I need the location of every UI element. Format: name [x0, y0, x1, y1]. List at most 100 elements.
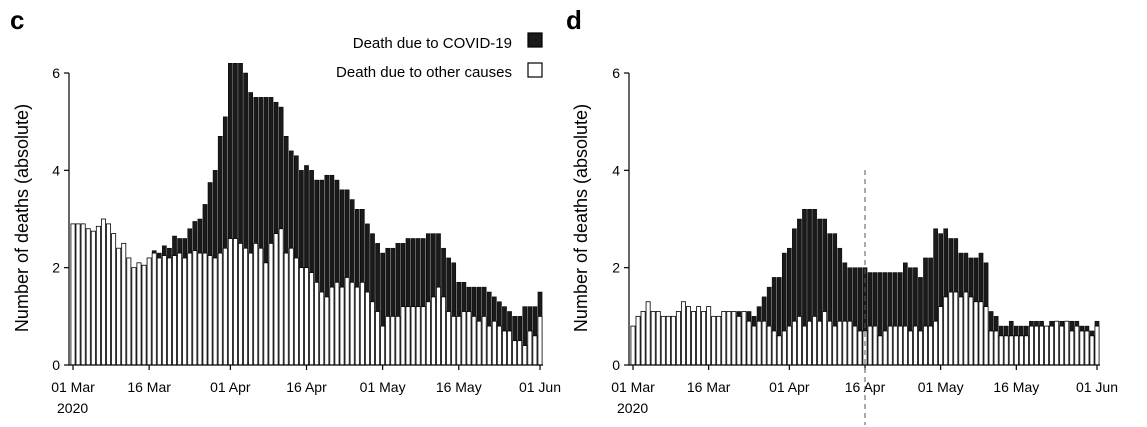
- bar-other-causes: [988, 330, 994, 366]
- bar-covid: [375, 243, 380, 312]
- bar-covid: [1059, 320, 1065, 327]
- bar-covid: [517, 316, 523, 341]
- bar-covid: [243, 72, 248, 249]
- bar-covid: [1079, 325, 1085, 332]
- bar-covid: [897, 272, 903, 327]
- bar-covid: [360, 209, 365, 283]
- bar-other-causes: [481, 315, 487, 366]
- x-tick-label: 16 Mar: [687, 379, 731, 395]
- bar-covid: [887, 272, 893, 327]
- bar-covid: [507, 311, 512, 332]
- bar-other-causes: [928, 325, 934, 366]
- bar-covid: [771, 277, 777, 332]
- bar-other-causes: [512, 340, 518, 366]
- bar-covid: [212, 170, 218, 259]
- bar-other-causes: [527, 330, 533, 366]
- y-axis-label-c: Number of deaths (absolute): [12, 104, 32, 332]
- bar-other-causes: [314, 281, 320, 366]
- bar-other-causes: [324, 296, 330, 366]
- bar-other-causes: [187, 252, 193, 366]
- bar-other-causes: [771, 330, 777, 366]
- bar-other-causes: [872, 325, 878, 366]
- bar-covid: [502, 306, 507, 332]
- bar-covid: [182, 238, 187, 259]
- bar-covid: [1008, 320, 1014, 337]
- x-tick-label: 01 May: [918, 379, 964, 395]
- bar-other-causes: [217, 252, 223, 366]
- bar-covid: [837, 247, 843, 322]
- bar-covid: [441, 247, 446, 298]
- bar-other-causes: [630, 325, 636, 366]
- bar-covid: [491, 296, 497, 322]
- bar-covid: [354, 209, 360, 288]
- bar-other-causes: [202, 252, 208, 366]
- bar-other-causes: [344, 276, 350, 366]
- bar-other-causes: [756, 320, 762, 366]
- bar-covid: [319, 179, 325, 293]
- panel-letter-d: d: [566, 5, 582, 35]
- bar-covid: [334, 179, 340, 283]
- bar-covid: [973, 257, 979, 302]
- bar-other-causes: [197, 252, 203, 366]
- bar-covid: [258, 97, 264, 249]
- y-tick-label: 0: [52, 357, 60, 373]
- x-tick-label: 16 Apr: [286, 379, 327, 395]
- bar-other-causes: [430, 296, 436, 366]
- bar-covid: [349, 199, 355, 283]
- bar-covid: [385, 247, 391, 317]
- bar-covid: [390, 247, 396, 317]
- bar-other-causes: [192, 250, 198, 366]
- bar-covid: [253, 97, 259, 244]
- bar-other-causes: [837, 320, 843, 366]
- y-tick-label: 6: [52, 65, 60, 81]
- bar-covid: [304, 165, 309, 268]
- bar-covid: [928, 257, 933, 327]
- bar-covid: [522, 306, 528, 346]
- bar-covid: [751, 316, 757, 327]
- bar-other-causes: [665, 315, 671, 366]
- bar-other-causes: [958, 296, 964, 366]
- bar-covid: [847, 267, 853, 322]
- x-year-label: 2020: [617, 400, 648, 416]
- bar-other-causes: [466, 311, 472, 366]
- bar-other-causes: [258, 247, 264, 366]
- bar-other-causes: [686, 306, 691, 366]
- bar-other-causes: [435, 286, 441, 366]
- x-tick-label: 16 May: [436, 379, 482, 395]
- bar-covid: [314, 179, 319, 283]
- bar-other-causes: [933, 320, 939, 366]
- bar-covid: [339, 189, 345, 288]
- bar-covid: [882, 272, 888, 332]
- bar-covid: [263, 97, 269, 264]
- bar-other-causes: [400, 306, 406, 366]
- bar-other-causes: [781, 330, 787, 366]
- bar-other-causes: [1064, 320, 1070, 366]
- y-axis-label-d: Number of deaths (absolute): [571, 104, 591, 332]
- bar-covid: [228, 63, 233, 239]
- bar-other-causes: [1054, 320, 1060, 366]
- bar-other-causes: [507, 330, 513, 366]
- bar-covid: [172, 235, 177, 256]
- bar-other-causes: [1018, 335, 1024, 366]
- bar-other-causes: [268, 242, 274, 366]
- x-tick-label: 01 Jun: [519, 379, 561, 395]
- bar-other-causes: [897, 325, 903, 366]
- bar-covid: [497, 301, 502, 327]
- bar-other-causes: [721, 311, 727, 366]
- bar-covid: [827, 233, 833, 322]
- bar-other-causes: [522, 345, 528, 366]
- bar-covid: [288, 150, 294, 249]
- bar-covid: [451, 262, 457, 317]
- bar-covid: [1019, 325, 1024, 337]
- bar-other-causes: [95, 225, 101, 366]
- y-tick-label: 2: [612, 260, 620, 276]
- bar-other-causes: [172, 255, 178, 366]
- bar-covid: [943, 228, 949, 298]
- bar-other-causes: [807, 320, 812, 366]
- bar-other-causes: [293, 257, 299, 366]
- bar-other-causes: [491, 320, 497, 366]
- bar-other-causes: [1084, 330, 1090, 366]
- bar-covid: [766, 286, 772, 327]
- bar-other-causes: [887, 325, 893, 366]
- bar-other-causes: [70, 223, 76, 366]
